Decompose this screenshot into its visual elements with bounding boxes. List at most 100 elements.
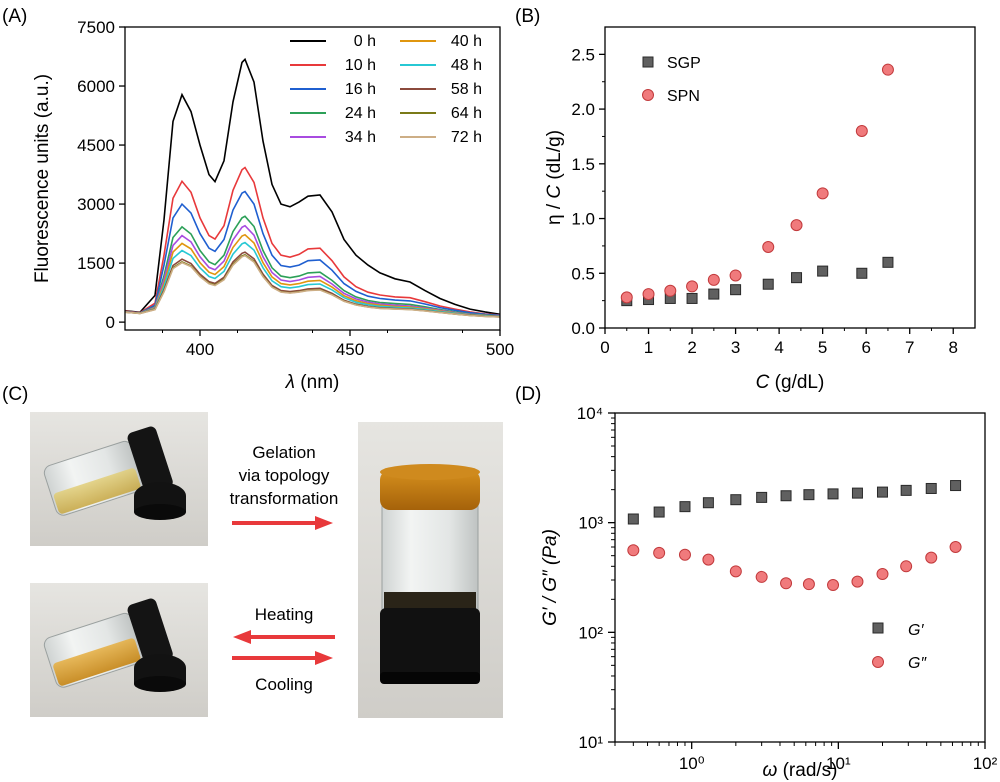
data-point-spn: [642, 288, 655, 301]
data-point-spn: [620, 291, 633, 304]
data-point-g-double-prime: [653, 546, 666, 559]
x-tick-label: 1: [644, 338, 653, 357]
y-tick-label: 2.5: [571, 45, 595, 64]
x-tick-label: 8: [949, 338, 958, 357]
legend-marker-sgp: [642, 56, 654, 68]
legend-label: SPN: [667, 88, 700, 105]
panel-label-d: (D): [515, 384, 541, 405]
cooling-label: Cooling: [255, 675, 313, 694]
legend-label: 24 h: [345, 105, 376, 122]
data-point-spn: [816, 187, 829, 200]
data-point-sgp: [762, 278, 774, 290]
y-axis-label: η / C (dL/g): [544, 130, 565, 225]
y-axis-label: G′ / G″ (Pa): [540, 529, 561, 626]
data-point-g-double-prime: [780, 577, 793, 590]
data-point-g-prime: [851, 487, 863, 499]
x-axis-label: C (g/dL): [756, 372, 825, 393]
data-point-g-prime: [653, 506, 665, 518]
y-tick-label: 10¹: [578, 733, 603, 752]
chart-b-viscosity: 0 1 2 3 4 5 6 7 8 0.0 0.5 1.0 1.5 2.0 2.5 C (g/dL) η / C…: [544, 26, 976, 393]
y-tick-label: 10³: [578, 514, 603, 533]
heating-arrow: [233, 630, 335, 644]
legend-label: 10 h: [345, 57, 376, 74]
data-point-g-double-prime: [876, 568, 889, 581]
series-line-72h: [124, 254, 501, 318]
cooling-arrow: [232, 651, 333, 665]
data-point-spn: [707, 273, 720, 286]
data-point-g-double-prime: [827, 579, 840, 592]
legend-label: G″: [908, 655, 927, 672]
y-tick-label: 6000: [77, 77, 115, 96]
data-point-g-double-prime: [755, 570, 768, 583]
series-line-48h: [124, 241, 501, 318]
x-tick-label: 6: [861, 338, 870, 357]
data-point-g-prime: [803, 489, 815, 501]
chart-d-rheology: 10⁰ 10¹ 10² 10¹ 10² 10³ 10⁴ ω (rad/s) G′ / G″ (P…: [540, 404, 998, 781]
legend-label: 72 h: [451, 129, 482, 146]
x-axis-label: ω (rad/s): [763, 760, 838, 781]
x-tick-label: 10²: [973, 754, 998, 773]
data-point-g-prime: [780, 490, 792, 502]
legend-marker-g-prime: [872, 622, 884, 634]
data-point-g-prime: [702, 497, 714, 509]
chart-a-fluorescence: 400 450 500 0 1500 3000 4500 6000 7500 λ (nm) Fluo…: [32, 18, 514, 393]
x-tick-label: 7: [905, 338, 914, 357]
x-tick-label: 5: [818, 338, 827, 357]
y-tick-label: 1.0: [571, 210, 595, 229]
data-point-g-prime: [627, 513, 639, 525]
data-point-g-double-prime: [925, 551, 938, 564]
x-tick-label: 4: [774, 338, 783, 357]
series-line-34h: [124, 224, 501, 317]
x-tick-label: 10¹: [826, 754, 851, 773]
data-point-g-prime: [876, 486, 888, 498]
y-tick-label: 0: [106, 313, 115, 332]
legend-marker-spn: [642, 89, 654, 101]
y-tick-label: 2.0: [571, 100, 595, 119]
data-point-g-prime: [756, 491, 768, 503]
y-tick-label: 0.0: [571, 319, 595, 338]
data-point-g-double-prime: [949, 540, 962, 553]
x-tick-label: 0: [600, 338, 609, 357]
x-tick-label: 400: [186, 340, 214, 359]
data-point-sgp: [817, 265, 829, 277]
panel-label-a: (A): [2, 6, 27, 27]
data-point-g-double-prime: [729, 565, 742, 578]
x-tick-label: 3: [731, 338, 740, 357]
photo-gel-vial-upright: [358, 422, 503, 718]
x-tick-label: 10⁰: [679, 754, 705, 773]
data-point-g-double-prime: [702, 553, 715, 566]
data-point-g-prime: [950, 480, 962, 492]
y-tick-label: 1.5: [571, 155, 595, 174]
x-tick-label: 2: [687, 338, 696, 357]
legend-label: 48 h: [451, 57, 482, 74]
data-point-spn: [855, 124, 868, 137]
data-point-spn: [729, 269, 742, 282]
series-line-16h: [124, 190, 501, 317]
series-line-0h: [124, 57, 501, 316]
data-point-g-prime: [679, 501, 691, 513]
data-point-sgp: [730, 284, 742, 296]
legend-label: 58 h: [451, 81, 482, 98]
data-point-spn: [881, 63, 894, 76]
x-tick-label: 500: [486, 340, 514, 359]
data-point-sgp: [686, 292, 698, 304]
data-point-g-prime: [827, 488, 839, 500]
data-point-sgp: [708, 288, 720, 300]
data-point-g-double-prime: [627, 544, 640, 557]
data-point-g-double-prime: [900, 560, 913, 573]
gelation-caption-line2: via topology: [239, 466, 330, 485]
data-point-sgp: [856, 267, 868, 279]
x-tick-label: 450: [336, 340, 364, 359]
data-point-spn: [686, 280, 699, 293]
series-line-40h: [124, 233, 501, 318]
plot-frame: [614, 412, 986, 743]
data-point-sgp: [791, 272, 803, 284]
data-point-g-prime: [925, 482, 937, 494]
y-tick-label: 10⁴: [577, 404, 603, 423]
legend-label: 0 h: [354, 33, 376, 50]
legend-label: 34 h: [345, 129, 376, 146]
legend-label: SGP: [667, 55, 701, 72]
data-point-g-double-prime: [851, 575, 864, 588]
data-point-sgp: [882, 256, 894, 268]
